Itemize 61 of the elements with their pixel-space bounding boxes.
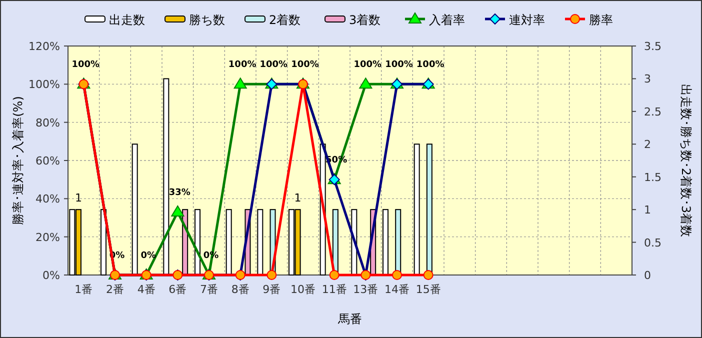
x-tick-label: 4番 bbox=[137, 283, 156, 296]
legend-label: 入着率 bbox=[429, 13, 465, 27]
point bbox=[234, 78, 247, 89]
x-tick-label: 10番 bbox=[290, 283, 316, 296]
data-label: 100% bbox=[228, 60, 256, 70]
y-tick-label: 80% bbox=[36, 116, 60, 130]
x-tick-label: 9番 bbox=[262, 283, 281, 296]
y2-tick-label: 3 bbox=[644, 72, 651, 86]
y2-tick-label: 1 bbox=[644, 204, 651, 217]
x-tick-label: 11番 bbox=[322, 283, 347, 296]
data-label: 100% bbox=[354, 60, 382, 70]
x-tick-label: 15番 bbox=[416, 283, 441, 296]
y2-tick-label: 3.5 bbox=[644, 40, 662, 53]
x-tick-label: 6番 bbox=[168, 283, 187, 296]
bar bbox=[257, 209, 264, 276]
bar bbox=[382, 209, 388, 276]
data-label: 1 bbox=[74, 192, 82, 205]
bar bbox=[132, 144, 138, 276]
y2-tick-label: 2 bbox=[644, 138, 651, 152]
y2-tick-label: 0 bbox=[644, 269, 651, 282]
bar bbox=[163, 78, 170, 276]
y2-tick-label: 1.5 bbox=[644, 170, 662, 184]
y2-axis-title: 出走数･勝ち数･2着数･3着数 bbox=[679, 84, 693, 238]
y-tick-label: 0% bbox=[42, 269, 60, 282]
y-tick-label: 40% bbox=[36, 192, 60, 206]
legend-label: 3着数 bbox=[349, 13, 381, 27]
y-tick-label: 120% bbox=[28, 40, 60, 53]
point bbox=[266, 270, 277, 280]
y-axis-title: 勝率･連対率･入着率(%) bbox=[11, 96, 25, 225]
y2-tick-label: 0.5 bbox=[644, 236, 662, 250]
data-label: 100% bbox=[416, 60, 444, 70]
point bbox=[171, 206, 184, 217]
point bbox=[423, 270, 434, 280]
data-label: 100% bbox=[385, 60, 413, 70]
bar bbox=[414, 144, 420, 276]
legend-label: 連対率 bbox=[509, 13, 545, 27]
point bbox=[359, 78, 372, 89]
data-label: 33% bbox=[168, 188, 190, 198]
point bbox=[392, 270, 402, 280]
point bbox=[329, 270, 340, 280]
data-label: 1 bbox=[294, 192, 302, 205]
x-tick-label: 2番 bbox=[106, 283, 124, 296]
bar bbox=[100, 209, 106, 276]
y-tick-label: 60% bbox=[36, 154, 60, 168]
legend-label: 出走数 bbox=[109, 13, 145, 27]
data-label: 100% bbox=[72, 60, 100, 70]
x-tick-label: 1番 bbox=[74, 283, 93, 296]
bar bbox=[226, 209, 232, 276]
y2-tick-label: 2.5 bbox=[644, 105, 662, 118]
y-tick-label: 20% bbox=[36, 230, 60, 244]
legend-label: 2着数 bbox=[269, 13, 301, 27]
legend-label: 勝ち数 bbox=[189, 13, 225, 27]
legend-label: 勝率 bbox=[589, 13, 613, 27]
x-tick-label: 8番 bbox=[231, 283, 250, 296]
x-tick-label: 14番 bbox=[384, 283, 410, 296]
y-tick-label: 100% bbox=[28, 78, 60, 92]
data-label: 100% bbox=[291, 60, 319, 70]
x-tick-label: 7番 bbox=[200, 283, 218, 296]
x-axis-title: 馬番 bbox=[337, 312, 362, 326]
data-label: 100% bbox=[260, 60, 288, 70]
x-tick-label: 13番 bbox=[353, 283, 378, 296]
